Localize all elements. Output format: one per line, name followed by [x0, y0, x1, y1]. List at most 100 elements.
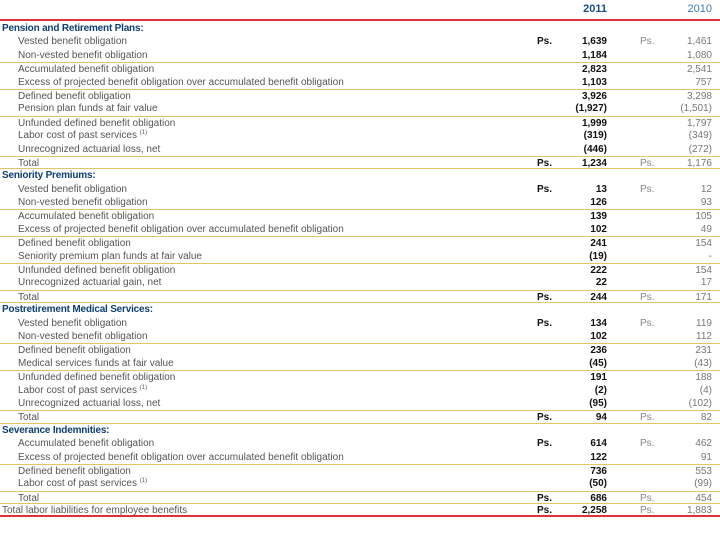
row-label: Defined benefit obligation: [18, 345, 131, 357]
table-row: Unfunded defined benefit obligation 1,999…: [0, 115, 720, 130]
value-2011: 102: [590, 223, 607, 235]
value-2011: 134: [590, 317, 607, 329]
value-2011: (2): [594, 384, 607, 396]
value-2010: (272): [688, 143, 712, 155]
total-row: Total Ps. Ps. 244 171: [0, 289, 720, 304]
currency-2010: Ps.: [640, 317, 655, 329]
row-label: Unfunded defined benefit obligation: [18, 372, 176, 384]
currency-2010: Ps.: [640, 505, 655, 517]
row-label: Excess of projected benefit obligation o…: [18, 76, 344, 88]
column-header-2010: 2010: [687, 3, 712, 15]
value-2010: 154: [695, 238, 712, 250]
table-row: Vested benefit obligation Ps. Ps. 1,639 1,46…: [0, 35, 720, 48]
table-header: 2011 2010: [0, 0, 720, 21]
value-2011: 94: [595, 412, 607, 424]
value-2011: 126: [590, 197, 607, 209]
row-label: Total labor liabilities for employee ben…: [2, 505, 188, 517]
currency-2010: Ps.: [640, 492, 655, 504]
row-label-wrap: Unrecognized actuarial loss, net: [18, 143, 160, 156]
table-row: Defined benefit obligation 3,926 3,298: [0, 88, 720, 103]
row-label-wrap: Labor cost of past services (1): [18, 129, 147, 142]
value-2010: (102): [688, 397, 712, 409]
table-row: Unfunded defined benefit obligation 191 18…: [0, 370, 720, 383]
value-2011: 102: [590, 330, 607, 342]
row-label: Vested benefit obligation: [18, 183, 127, 195]
row-label: Defined benefit obligation: [18, 238, 131, 250]
value-2011: (95): [589, 397, 607, 409]
value-2011: 139: [590, 211, 607, 223]
row-label: Non-vested benefit obligation: [18, 197, 148, 209]
row-label-wrap: Labor cost of past services (1): [18, 477, 147, 490]
row-label: Medical services funds at fair value: [18, 357, 174, 369]
table-row: Unrecognized actuarial loss, net (446) (27…: [0, 143, 720, 156]
table-row: Labor cost of past services (1) (50) (99): [0, 477, 720, 490]
table-row: Excess of projected benefit obligation o…: [0, 451, 720, 464]
row-label: Pension and Retirement Plans:: [2, 23, 144, 34]
value-2011: 1,639: [581, 36, 607, 48]
row-label: Non-vested benefit obligation: [18, 330, 148, 342]
currency-2010: Ps.: [640, 438, 655, 450]
value-2010: 3,298: [686, 90, 712, 102]
row-label: Seniority Premiums:: [2, 170, 96, 182]
value-2011: 1,234: [581, 157, 607, 169]
value-2011: 222: [590, 265, 607, 277]
row-label-wrap: Excess of projected benefit obligation o…: [18, 451, 344, 464]
row-label: Vested benefit obligation: [18, 317, 127, 329]
row-label-wrap: Vested benefit obligation: [18, 35, 127, 48]
table-row: Defined benefit obligation 236 231: [0, 343, 720, 356]
total-row: Total Ps. Ps. 1,234 1,176: [0, 155, 720, 170]
row-label: Excess of projected benefit obligation o…: [18, 223, 344, 235]
value-2010: 454: [695, 492, 712, 504]
value-2010: 171: [695, 291, 712, 303]
row-label-wrap: Total: [18, 291, 39, 304]
row-label: Severance Indemnities:: [2, 424, 110, 436]
row-label: Total: [18, 157, 40, 169]
value-2011: 22: [595, 277, 607, 289]
row-label-wrap: Defined benefit obligation: [18, 237, 131, 250]
value-2010: 119: [696, 317, 712, 329]
value-2011: (319): [583, 130, 607, 142]
row-label: Unrecognized actuarial loss, net: [18, 397, 161, 409]
value-2011: 236: [590, 345, 607, 357]
value-2011: (446): [583, 143, 607, 155]
row-label-wrap: Defined benefit obligation: [18, 90, 131, 103]
table-row: Medical services funds at fair value (45)…: [0, 357, 720, 370]
row-label-wrap: Non-vested benefit obligation: [18, 196, 148, 209]
table-row: Accumulated benefit obligation 139 105: [0, 209, 720, 222]
row-label-wrap: Severance Indemnities:: [2, 424, 110, 437]
row-label-wrap: Vested benefit obligation: [18, 317, 127, 330]
value-2011: 241: [590, 238, 607, 250]
section-header: Pension and Retirement Plans:: [0, 22, 720, 35]
row-label-wrap: Medical services funds at fair value: [18, 357, 174, 370]
value-2011: 191: [590, 372, 607, 384]
row-label-wrap: Accumulated benefit obligation: [18, 210, 154, 223]
row-label-wrap: Total: [18, 157, 39, 170]
value-2011: 614: [590, 438, 607, 450]
value-2010: (4): [699, 384, 712, 396]
row-label-wrap: Unrecognized actuarial gain, net: [18, 276, 161, 289]
table-row: Unfunded defined benefit obligation 222 15…: [0, 263, 720, 276]
row-label: Unrecognized actuarial gain, net: [18, 277, 162, 289]
value-2011: 2,823: [581, 64, 607, 76]
currency-2011: Ps.: [537, 157, 553, 169]
row-label: Pension plan funds at fair value: [18, 103, 158, 115]
table-row: Labor cost of past services (1) (319) (349…: [0, 129, 720, 142]
row-label-wrap: Unfunded defined benefit obligation: [18, 117, 175, 130]
row-label-wrap: Unfunded defined benefit obligation: [18, 264, 175, 277]
table-row: Vested benefit obligation Ps. Ps. 134 119: [0, 317, 720, 330]
table-row: Unrecognized actuarial gain, net 22 17: [0, 276, 720, 289]
value-2011: 686: [590, 492, 607, 504]
row-label: Unrecognized actuarial loss, net: [18, 143, 161, 155]
value-2010: 231: [695, 345, 712, 357]
currency-2010: Ps.: [640, 36, 655, 48]
value-2010: 49: [700, 223, 712, 235]
value-2010: -: [708, 250, 712, 262]
table-row: Non-vested benefit obligation 126 93: [0, 196, 720, 209]
value-2010: 105: [695, 211, 712, 223]
currency-2011: Ps.: [537, 291, 553, 303]
currency-2011: Ps.: [537, 36, 553, 48]
row-label: Defined benefit obligation: [18, 90, 131, 102]
currency-2011: Ps.: [537, 438, 553, 450]
currency-2011: Ps.: [537, 505, 553, 517]
value-2011: 1,999: [581, 117, 607, 129]
